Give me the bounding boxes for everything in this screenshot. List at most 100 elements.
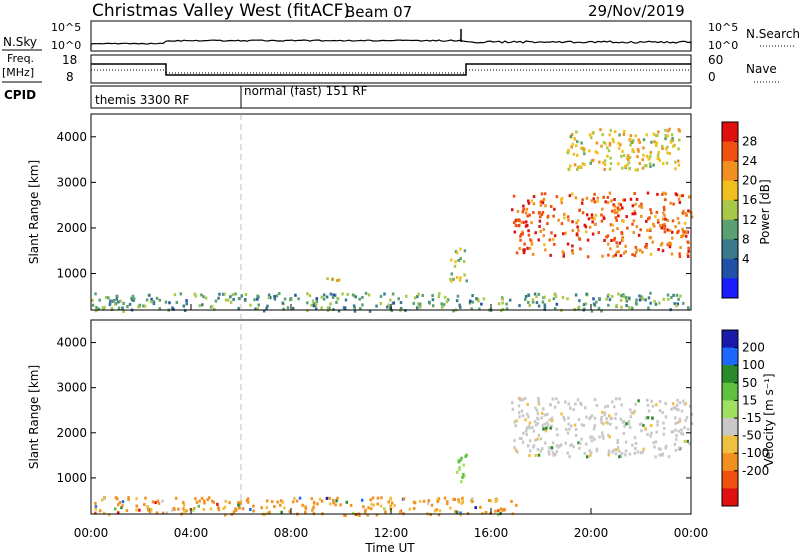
range-cell	[388, 306, 392, 310]
range-cell	[616, 227, 619, 231]
range-cell	[573, 163, 577, 167]
range-cell	[379, 294, 383, 298]
range-cell	[617, 202, 621, 206]
range-cell	[198, 499, 201, 503]
range-cell	[629, 197, 633, 201]
range-cell	[521, 232, 524, 236]
range-cell	[315, 297, 319, 301]
range-cell	[566, 215, 570, 219]
range-cell	[674, 167, 677, 171]
range-cell	[513, 230, 517, 234]
range-cell	[545, 421, 549, 425]
range-cell	[593, 200, 597, 204]
range-cell	[527, 300, 530, 304]
range-cell	[367, 293, 371, 297]
range-cell	[520, 409, 524, 413]
range-cell	[589, 415, 592, 419]
range-cell	[658, 409, 662, 413]
range-cell	[122, 301, 125, 305]
range-cell	[544, 204, 547, 208]
range-cell	[598, 435, 601, 439]
range-cell	[601, 133, 604, 137]
range-cell	[634, 447, 637, 451]
range-cell	[553, 292, 557, 296]
range-cell	[611, 450, 615, 454]
range-cell	[279, 503, 282, 507]
range-cell	[602, 436, 605, 440]
range-cell	[575, 153, 579, 157]
range-cell	[353, 309, 357, 313]
range-cell	[385, 305, 389, 309]
colorbar-tick-label: -50	[742, 429, 762, 443]
range-cell	[597, 306, 601, 310]
range-cell	[637, 399, 640, 403]
range-cell	[608, 141, 612, 145]
x-tick-label: 16:00	[474, 526, 509, 540]
range-cell	[687, 246, 690, 250]
range-cell	[237, 501, 240, 505]
range-cell	[605, 297, 608, 301]
range-cell	[552, 297, 556, 301]
range-cell	[101, 306, 105, 310]
range-cell	[514, 224, 518, 228]
range-cell	[437, 295, 441, 299]
range-cell	[308, 294, 312, 298]
colorbar-segment	[722, 122, 738, 143]
range-cell	[596, 196, 600, 200]
range-cell	[249, 303, 252, 307]
range-cell	[524, 429, 528, 433]
range-cell	[652, 132, 656, 136]
range-cell	[599, 128, 602, 132]
range-cell	[211, 499, 214, 503]
range-cell	[353, 306, 356, 310]
range-cell	[192, 507, 196, 511]
range-cell	[128, 302, 132, 306]
range-cell	[680, 428, 683, 432]
range-cell	[622, 132, 626, 136]
range-cell	[537, 433, 541, 437]
range-cell	[524, 224, 528, 228]
range-cell	[674, 160, 677, 164]
range-cell	[462, 474, 466, 478]
range-cell	[646, 403, 650, 407]
range-cell	[620, 231, 624, 235]
range-cell	[172, 307, 175, 311]
range-cell	[517, 224, 520, 228]
range-cell	[670, 133, 674, 137]
range-cell	[602, 195, 605, 199]
range-cell	[527, 424, 531, 428]
range-cell	[680, 234, 683, 238]
range-cell	[143, 304, 147, 308]
range-cell	[588, 149, 591, 153]
range-cell	[611, 229, 615, 233]
range-cell	[301, 503, 304, 507]
range-cell	[428, 301, 431, 305]
range-cell	[528, 449, 532, 453]
range-cell	[681, 211, 685, 215]
range-cell	[531, 298, 535, 302]
range-cell	[576, 398, 580, 402]
range-cell	[593, 424, 597, 428]
range-cell	[511, 401, 514, 405]
colorbar-segment	[722, 347, 738, 366]
range-cell	[631, 222, 634, 226]
range-cell	[150, 508, 153, 512]
range-cell	[334, 503, 337, 507]
range-cell	[686, 254, 690, 258]
colorbar-tick-label: 16	[742, 193, 757, 207]
range-cell	[682, 209, 685, 213]
range-cell	[542, 197, 546, 201]
range-cell	[548, 446, 551, 450]
range-cell	[609, 156, 612, 160]
range-cell	[594, 213, 598, 217]
range-cell	[443, 295, 447, 299]
range-cell	[634, 402, 637, 406]
range-cell	[150, 297, 153, 301]
range-cell	[539, 215, 542, 219]
range-cell	[563, 418, 566, 422]
power-yticks: 1000 2000 3000 4000	[56, 130, 691, 281]
range-cell	[555, 444, 559, 448]
range-cell	[629, 137, 632, 141]
range-cell	[668, 245, 672, 249]
range-cell	[607, 451, 611, 455]
